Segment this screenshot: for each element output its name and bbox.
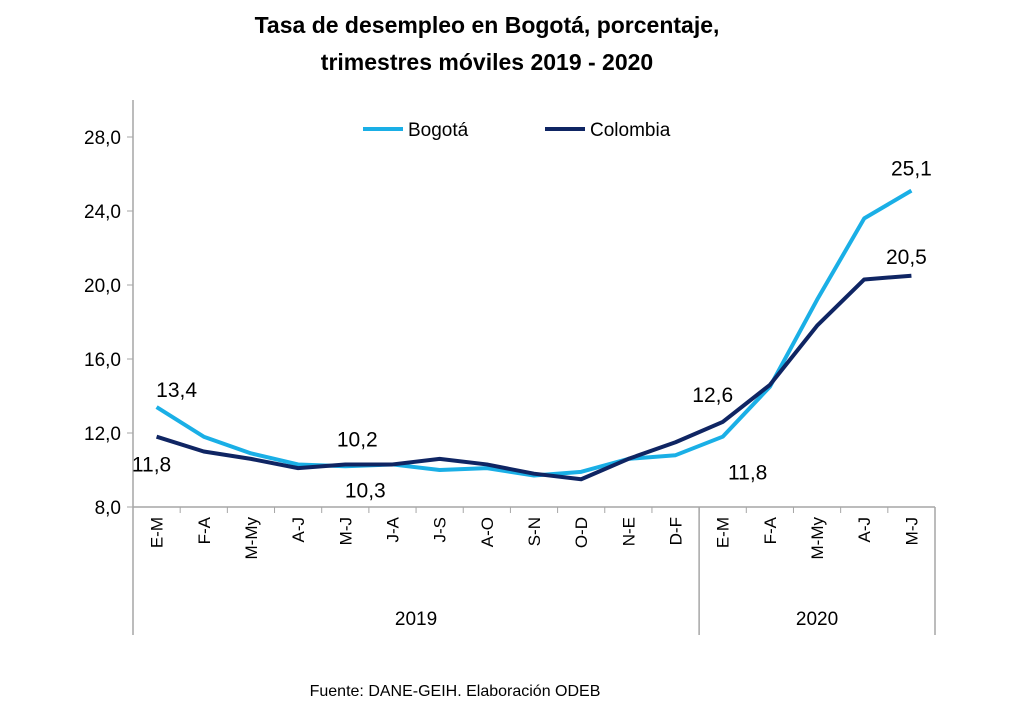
- x-tick-label: D-F: [667, 517, 686, 545]
- x-tick-label: O-D: [572, 517, 591, 548]
- data-label: 11,8: [132, 454, 171, 477]
- x-tick-label: F-A: [195, 516, 214, 544]
- legend-label: Colombia: [590, 120, 671, 141]
- group-label: 2019: [395, 609, 437, 630]
- series-line-bogotá: [155, 188, 913, 478]
- data-label: 13,4: [156, 379, 197, 402]
- y-tick-label: 20,0: [84, 276, 121, 297]
- y-tick-label: 8,0: [95, 498, 121, 519]
- x-tick-label: M-My: [808, 517, 827, 560]
- x-tick-label: S-N: [525, 517, 544, 546]
- y-tick-label: 28,0: [84, 128, 121, 149]
- legend-label: Bogotá: [408, 120, 469, 141]
- x-tick-label: A-J: [855, 517, 874, 543]
- x-tick-label: J-S: [431, 517, 450, 543]
- data-label: 10,2: [337, 428, 378, 451]
- x-tick-label: E-M: [714, 517, 733, 548]
- data-label: 25,1: [891, 158, 932, 181]
- y-tick-label: 16,0: [84, 350, 121, 371]
- x-tick-label: E-M: [148, 517, 167, 548]
- x-tick-label: A-J: [289, 517, 308, 543]
- y-tick-label: 24,0: [84, 202, 121, 223]
- x-tick-label: M-J: [902, 517, 921, 545]
- y-tick-label: 12,0: [84, 424, 121, 445]
- data-label: 11,8: [728, 462, 767, 485]
- chart-title-line-1: Tasa de desempleo en Bogotá, porcentaje,: [255, 12, 720, 38]
- chart-title-line-2: trimestres móviles 2019 - 2020: [321, 49, 653, 75]
- x-tick-label: N-E: [619, 517, 638, 546]
- x-tick-label: J-A: [383, 516, 402, 542]
- x-tick-label: M-J: [336, 517, 355, 545]
- x-tick-label: A-O: [478, 517, 497, 547]
- data-label: 20,5: [886, 246, 927, 269]
- group-label: 2020: [796, 609, 838, 630]
- data-label: 12,6: [692, 384, 733, 407]
- x-tick-label: F-A: [761, 516, 780, 544]
- x-tick-label: M-My: [242, 517, 261, 560]
- source-note: Fuente: DANE-GEIH. Elaboración ODEB: [310, 683, 601, 700]
- series-line-colombia: [155, 273, 912, 482]
- data-label: 10,3: [345, 479, 386, 502]
